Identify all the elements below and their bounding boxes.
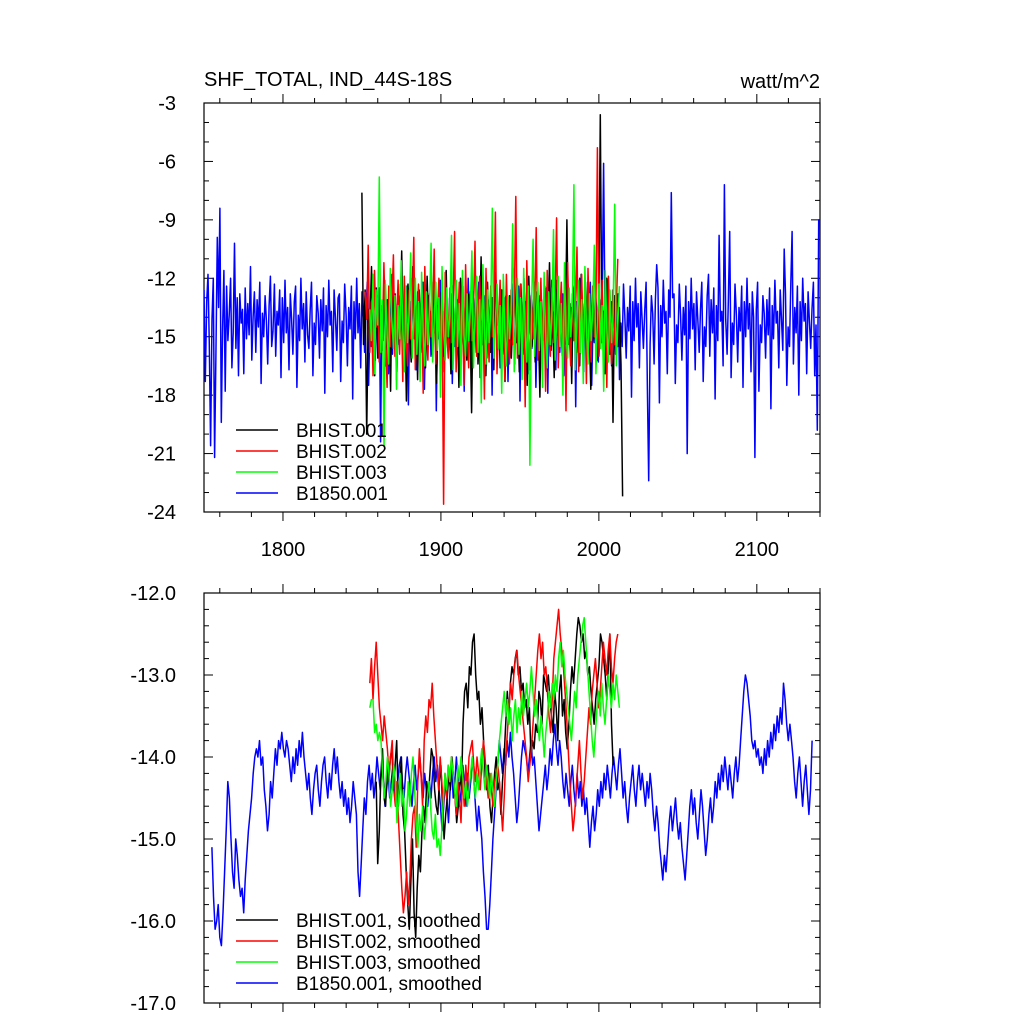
series-line-b1850-001 [211, 674, 813, 947]
y-tick-label: -6 [158, 151, 176, 173]
legend-label: BHIST.002, smoothed [296, 932, 481, 953]
x-tick-label: 1800 [261, 539, 306, 561]
chart-title: SHF_TOTAL, IND_44S-18S [204, 69, 452, 91]
legend-label: BHIST.002 [296, 442, 387, 463]
y-tick-label: -17.0 [130, 993, 176, 1015]
bottom-panel: -12.0 -13.0 -14.0 -15.0 -16.0 -17.0 BHIST.001,… [130, 583, 821, 1015]
series-line-bhist-001 [375, 616, 614, 939]
x-tick-label: 2100 [735, 539, 780, 561]
y-tick-label: -18 [147, 385, 176, 407]
y-tick-label: -15.0 [130, 829, 176, 851]
series-line-bhist-003 [369, 616, 621, 857]
y-tick-label: -14.0 [130, 747, 176, 769]
y-tick-label: -21 [147, 444, 176, 466]
x-tick-label: 1900 [419, 539, 464, 561]
legend-label: BHIST.001 [296, 421, 387, 442]
y-tick-label: -9 [158, 210, 176, 232]
x-tick-label: 2000 [577, 539, 622, 561]
series-line-bhist-002 [364, 147, 619, 505]
plot-frame [203, 592, 821, 1004]
legend-label: B1850.001, smoothed [296, 974, 482, 995]
top-panel: 1800 1900 2000 2100 -3 -6 -9 -12 -15 -18 -21 -24 BHI… [147, 93, 821, 561]
legend-label: B1850.001 [296, 484, 388, 505]
y-tick-label: -12 [147, 268, 176, 290]
y-tick-label: -12.0 [130, 583, 176, 605]
units-label: watt/m^2 [740, 71, 820, 93]
y-tick-label: -15 [147, 327, 176, 349]
y-tick-label: -24 [147, 502, 176, 524]
legend-label: BHIST.001, smoothed [296, 911, 481, 932]
y-tick-label: -16.0 [130, 911, 176, 933]
legend-label: BHIST.003 [296, 463, 387, 484]
y-tick-label: -3 [158, 93, 176, 115]
y-tick-label: -13.0 [130, 665, 176, 687]
series-line-bhist-003 [369, 176, 621, 467]
legend-label: BHIST.003, smoothed [296, 953, 481, 974]
